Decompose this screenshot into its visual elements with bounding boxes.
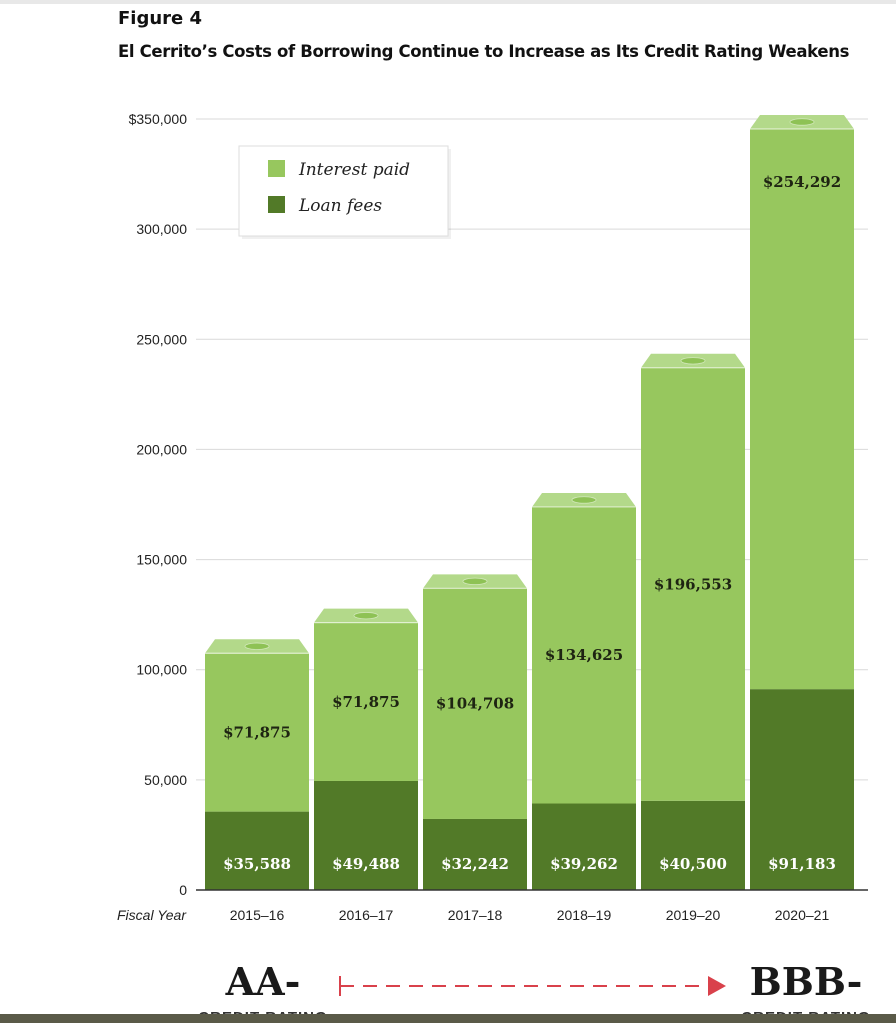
data-label-interest-paid: $196,553 [654, 575, 732, 593]
y-tick-label: $350,000 [129, 111, 188, 127]
legend-label: Interest paid [298, 160, 410, 180]
bar-segment-loan-fees [641, 800, 745, 890]
data-label-interest-paid: $104,708 [436, 695, 514, 713]
y-tick-label: 50,000 [144, 772, 187, 788]
x-tick-label: 2018–19 [557, 907, 612, 923]
bar-cap-coin [789, 118, 815, 126]
data-label-loan-fees: $39,262 [550, 855, 618, 873]
data-label-interest-paid: $134,625 [545, 646, 623, 664]
x-tick-label: 2016–17 [339, 907, 394, 923]
figure-label: Figure 4 [118, 8, 203, 29]
data-label-loan-fees: $91,183 [768, 855, 836, 873]
bar-segment-interest-paid [532, 506, 636, 804]
data-label-interest-paid: $254,292 [763, 173, 841, 191]
data-label-interest-paid: $71,875 [332, 693, 400, 711]
bar-segment-loan-fees [423, 818, 527, 890]
legend-swatch [268, 196, 285, 213]
y-tick-label: 0 [179, 882, 187, 898]
bar-cap-coin [571, 496, 597, 504]
x-tick-label: 2019–20 [666, 907, 721, 923]
bar-cap-coin [244, 642, 270, 650]
bar-segment-interest-paid [423, 588, 527, 819]
bar-cap-coin [353, 612, 379, 620]
x-tick-label: 2020–21 [775, 907, 830, 923]
legend-label: Loan fees [298, 196, 382, 216]
y-tick-label: 100,000 [136, 662, 187, 678]
legend-swatch [268, 160, 285, 177]
bar-cap-coin [680, 357, 706, 365]
bar-segment-loan-fees [205, 811, 309, 890]
rating-end: BBB- [750, 959, 863, 1004]
x-tick-label: 2015–16 [230, 907, 285, 923]
y-tick-label: 250,000 [136, 331, 187, 347]
data-label-loan-fees: $40,500 [659, 855, 727, 873]
bar-cap-coin [462, 577, 488, 585]
y-tick-label: 300,000 [136, 221, 187, 237]
bar-segment-interest-paid [314, 622, 418, 781]
x-axis-label: Fiscal Year [117, 907, 187, 923]
data-label-loan-fees: $49,488 [332, 855, 400, 873]
bar-segment-loan-fees [532, 803, 636, 890]
rating-start-caption: CREDIT RATING [198, 1009, 327, 1023]
y-tick-label: 200,000 [136, 441, 187, 457]
bar-segment-loan-fees [750, 689, 854, 890]
bar-segment-interest-paid [641, 367, 745, 801]
y-tick-label: 150,000 [136, 552, 187, 568]
bar-segment-loan-fees [314, 780, 418, 890]
data-label-loan-fees: $32,242 [441, 855, 509, 873]
rating-end-caption: CREDIT RATING [741, 1009, 870, 1023]
bar-segment-interest-paid [205, 653, 309, 812]
figure-title: El Cerrito’s Costs of Borrowing Continue… [118, 42, 850, 61]
data-label-loan-fees: $35,588 [223, 855, 291, 873]
rating-start: AA- [225, 959, 301, 1004]
bottom-photo-strip [0, 1014, 896, 1023]
window-top-edge [0, 0, 896, 4]
x-tick-label: 2017–18 [448, 907, 503, 923]
data-label-interest-paid: $71,875 [223, 723, 291, 741]
arrow-head [708, 976, 726, 996]
bar-segment-interest-paid [750, 128, 854, 690]
